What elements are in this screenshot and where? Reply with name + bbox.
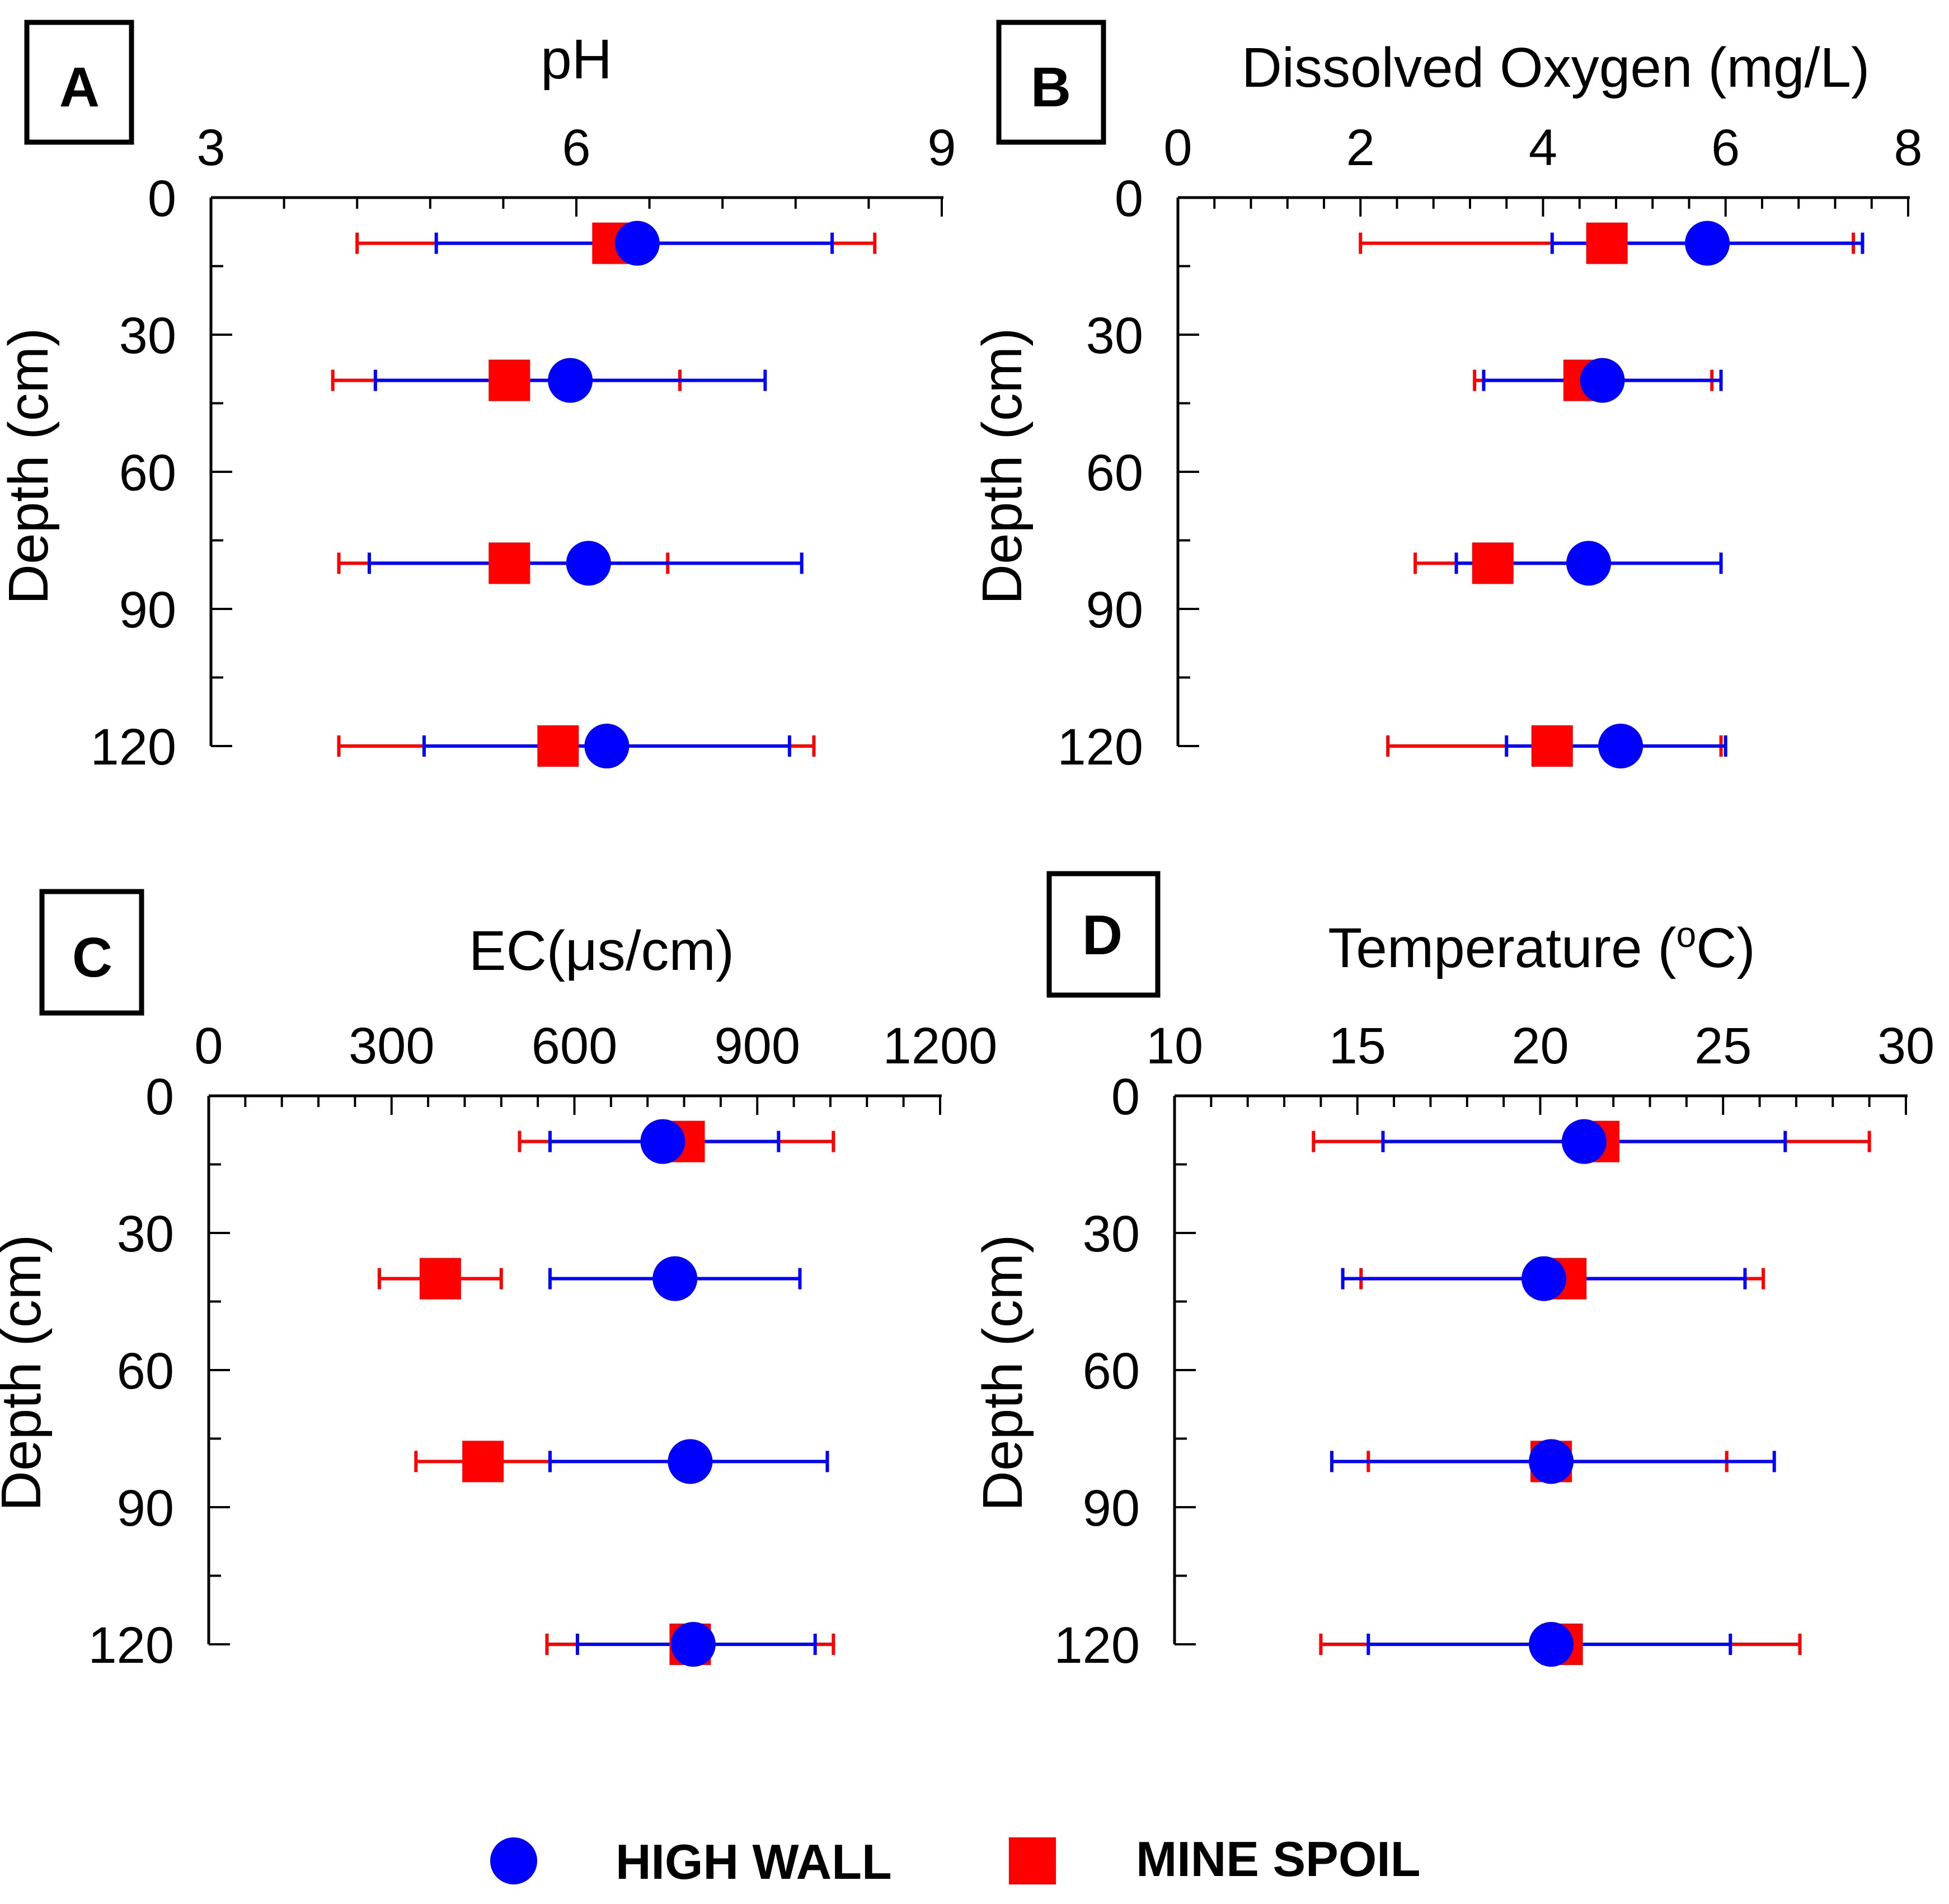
panel-b-x-tick-label: 6 bbox=[1711, 119, 1740, 176]
legend: HIGH WALL MINE SPOIL bbox=[490, 1831, 1421, 1889]
panel-d-y-tick-label: 120 bbox=[1054, 1617, 1140, 1674]
panel-b-y-tick-label: 30 bbox=[1086, 307, 1143, 364]
panel-c-high-wall-point bbox=[640, 1119, 685, 1164]
panel-d-y-tick-label: 0 bbox=[1111, 1068, 1140, 1125]
panel-a-label-box bbox=[24, 20, 134, 145]
legend-high-wall-label: HIGH WALL bbox=[616, 1834, 892, 1889]
panel-b-high-wall-point bbox=[1685, 221, 1730, 266]
panel-b-y-tick-label: 0 bbox=[1115, 170, 1143, 227]
panel-c-mine-spoil-point bbox=[462, 1441, 504, 1483]
panel-b-high-wall-point bbox=[1598, 724, 1643, 768]
panel-c-label-box bbox=[39, 889, 144, 1016]
panel-c-x-axis-title: EC(μs/cm) bbox=[469, 920, 734, 982]
panel-b-label-box bbox=[996, 20, 1106, 145]
panel-c-y-tick-label: 120 bbox=[88, 1617, 175, 1674]
panel-c-y-tick-label: 90 bbox=[117, 1480, 174, 1537]
panel-c-y-tick-label: 0 bbox=[145, 1068, 174, 1125]
panel-d-high-wall-point bbox=[1521, 1256, 1567, 1301]
panel-a-y-tick-label: 90 bbox=[119, 581, 176, 639]
panel-c-label: C bbox=[72, 926, 112, 989]
panel-c: C EC(μs/cm) Depth (cm) 0 300 600 900 1200 0 30… bbox=[0, 889, 998, 1674]
panel-d-label: D bbox=[1082, 904, 1123, 967]
panel-a-mine-spoil-point bbox=[537, 725, 579, 767]
panel-b: B Dissolved Oxygen (mg/L) Depth (cm) 0 2 4… bbox=[971, 20, 1923, 776]
legend-mine-spoil-marker bbox=[1009, 1837, 1056, 1884]
panel-a-high-wall-point bbox=[566, 541, 611, 586]
panel-a-mine-spoil-point bbox=[489, 542, 530, 584]
panel-c-high-wall-point bbox=[670, 1622, 716, 1667]
panel-d-x-tick-label: 20 bbox=[1511, 1017, 1568, 1075]
panel-b-x-tick-label: 4 bbox=[1529, 119, 1557, 176]
panel-c-mine-spoil-point bbox=[419, 1258, 461, 1300]
panel-c-x-tick-label: 1200 bbox=[883, 1017, 998, 1075]
panel-c-high-wall-point bbox=[652, 1256, 698, 1301]
panel-b-high-wall-point bbox=[1580, 358, 1625, 403]
panel-d-y-tick-label: 60 bbox=[1083, 1343, 1140, 1400]
panel-c-high-wall-point bbox=[668, 1439, 713, 1484]
panel-b-mine-spoil-point bbox=[1586, 222, 1628, 264]
panel-d-x-tick-label: 30 bbox=[1877, 1017, 1934, 1075]
panel-a-x-axis-title: pH bbox=[541, 28, 612, 91]
panel-d-y-axis-title: Depth (cm) bbox=[971, 1235, 1034, 1512]
panel-d-y-tick-label: 90 bbox=[1083, 1480, 1140, 1537]
panel-b-y-axis-title: Depth (cm) bbox=[971, 328, 1034, 605]
panel-d-high-wall-point bbox=[1529, 1622, 1574, 1667]
panel-b-plot-area: 0 2 4 6 8 0 30 60 90 120 bbox=[1058, 119, 1923, 776]
panel-c-y-axis-title: Depth (cm) bbox=[0, 1235, 53, 1512]
panel-b-x-tick-label: 0 bbox=[1163, 119, 1192, 176]
panel-d-high-wall-point bbox=[1561, 1119, 1607, 1164]
panel-a-label-frame bbox=[24, 20, 134, 145]
panel-a-y-tick-label: 0 bbox=[148, 170, 176, 227]
panel-c-y-tick-label: 30 bbox=[117, 1206, 174, 1263]
panel-d-x-axis-title-main: Temperature ( bbox=[1328, 917, 1676, 979]
panel-c-label-frame bbox=[39, 889, 144, 1016]
panel-a-x-tick-label: 9 bbox=[927, 119, 956, 176]
panel-c-y-tick-label: 60 bbox=[117, 1343, 174, 1400]
panel-b-x-tick-label: 8 bbox=[1894, 119, 1922, 176]
panel-b-label: B bbox=[1031, 56, 1071, 119]
panel-d-x-tick-label: 10 bbox=[1146, 1017, 1203, 1075]
panel-d-y-tick-label: 30 bbox=[1083, 1206, 1140, 1263]
panel-c-plot-area: 0 300 600 900 1200 0 30 60 90 120 bbox=[88, 1017, 998, 1674]
panel-a-x-tick-label: 3 bbox=[196, 119, 225, 176]
panel-a-high-wall-point bbox=[584, 724, 630, 768]
panel-d-x-tick-label: 15 bbox=[1329, 1017, 1386, 1075]
panel-a-y-tick-label: 120 bbox=[91, 719, 177, 776]
panel-a-y-tick-label: 60 bbox=[119, 444, 176, 501]
panel-b-x-axis-title: Dissolved Oxygen (mg/L) bbox=[1242, 36, 1870, 99]
panel-c-x-tick-label: 0 bbox=[194, 1017, 223, 1075]
panel-b-y-tick-label: 120 bbox=[1058, 719, 1144, 776]
legend-mine-spoil-label: MINE SPOIL bbox=[1136, 1831, 1421, 1887]
panel-c-x-tick-label: 300 bbox=[349, 1017, 435, 1075]
panel-b-label-frame bbox=[996, 20, 1106, 145]
panel-a-high-wall-point bbox=[614, 221, 660, 266]
panel-b-mine-spoil-point bbox=[1472, 542, 1514, 584]
panel-b-y-tick-label: 60 bbox=[1086, 444, 1143, 501]
panel-d-x-tick-label: 25 bbox=[1694, 1017, 1751, 1075]
panel-d-label-box bbox=[1046, 871, 1161, 998]
panel-a-mine-spoil-point bbox=[489, 359, 530, 401]
panel-a-label: A bbox=[59, 56, 100, 119]
panel-a-x-tick-label: 6 bbox=[562, 119, 590, 176]
panel-b-y-tick-label: 90 bbox=[1086, 581, 1143, 639]
panel-c-x-tick-label: 600 bbox=[532, 1017, 618, 1075]
panel-d: D Temperature (oC) Depth (cm) 10 15 20 25 30… bbox=[971, 871, 1935, 1674]
panel-d-x-axis-title: Temperature (oC) bbox=[1328, 915, 1755, 979]
panel-b-x-tick-label: 2 bbox=[1346, 119, 1375, 176]
legend-high-wall-marker bbox=[490, 1837, 537, 1884]
panel-b-mine-spoil-point bbox=[1531, 725, 1573, 767]
panel-c-x-tick-label: 900 bbox=[715, 1017, 801, 1075]
panel-d-x-axis-title-degree: o bbox=[1676, 915, 1697, 955]
panel-a-y-axis-title: Depth (cm) bbox=[0, 328, 60, 605]
panel-d-plot-area: 10 15 20 25 30 0 30 60 90 120 bbox=[1054, 1017, 1935, 1674]
panel-b-high-wall-point bbox=[1566, 541, 1612, 586]
panel-a-high-wall-point bbox=[548, 358, 593, 403]
panel-d-high-wall-point bbox=[1529, 1439, 1574, 1484]
panel-d-x-axis-title-unit: C) bbox=[1696, 917, 1755, 979]
panel-a-y-tick-label: 30 bbox=[119, 307, 176, 364]
panel-d-label-frame bbox=[1046, 871, 1161, 998]
